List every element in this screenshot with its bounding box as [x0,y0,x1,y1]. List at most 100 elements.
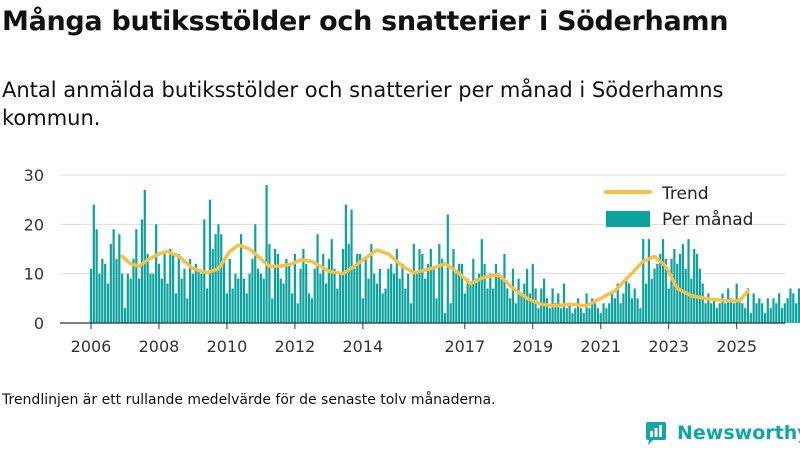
x-tick-label: 2008 [139,337,180,356]
bar [576,298,580,323]
bar [625,278,628,323]
bar [206,288,209,323]
bar [783,303,786,323]
bar [313,268,316,323]
bar [472,258,475,323]
brand-name: Newsworthy [677,422,800,444]
bar [559,308,563,323]
bar [279,278,282,323]
bar [104,263,107,323]
bar [438,244,441,323]
bar [778,293,781,323]
bar [681,244,684,323]
bar [384,288,387,323]
bar [92,204,95,323]
bar [177,253,180,323]
bar [568,303,571,323]
bar [140,219,144,323]
bar [155,224,158,323]
bar [358,253,362,323]
bar [285,258,288,323]
bar [712,298,716,323]
bar [415,273,418,323]
y-axis: 0 10 20 30 [24,166,44,333]
bar [217,224,220,323]
bar [749,313,752,323]
bar [129,278,132,323]
bar [780,308,784,323]
bar [727,288,730,323]
bar [401,263,404,323]
brand-logo: Newsworthy [643,419,800,447]
bar [602,303,605,323]
bar [653,268,656,323]
bar [517,278,520,323]
bar [792,293,795,323]
bar [398,278,401,323]
bar [746,288,750,323]
bar [676,263,679,323]
bar [378,268,381,323]
bar [715,308,718,323]
bar [449,303,452,323]
trend [120,243,750,308]
bar [492,288,495,323]
bar [112,229,115,323]
bar [761,303,764,323]
bar [367,278,370,323]
bar [381,293,384,323]
bar [710,303,713,323]
bar [336,288,339,323]
bar [395,249,398,323]
bar [509,298,512,323]
bar [707,293,710,323]
bar [271,298,274,323]
bar [169,249,172,323]
bar [475,278,478,323]
bar [426,263,430,323]
bar [497,273,500,323]
bar [477,273,481,323]
bar [537,308,540,323]
bar [735,283,738,323]
bar [353,268,356,323]
x-tick-label: 2014 [343,337,384,356]
bar [786,298,789,323]
bar [630,298,633,323]
bar [613,298,617,323]
bar [259,273,263,323]
bar [299,268,302,323]
bar [373,273,376,323]
bar [421,253,424,323]
bar [409,303,413,323]
bar [690,278,693,323]
bar [163,253,166,323]
bar [132,258,135,323]
bar [565,308,568,323]
bar [307,293,311,323]
bar [197,268,200,323]
bar [146,253,149,323]
x-tick-label: 2010 [207,337,248,356]
bar [704,303,707,323]
bar [616,283,619,323]
y-tick-label: 10 [24,265,44,284]
bar [225,293,229,323]
bar [732,303,735,323]
legend-bar-label: Per månad [662,209,753,230]
bar [327,258,330,323]
bar [775,303,778,323]
bar [220,234,223,323]
bar [455,273,458,323]
bar [157,263,161,323]
bar [189,258,192,323]
bar [115,258,118,323]
bar [293,253,296,323]
bar [738,298,741,323]
bar [755,303,758,323]
bar [418,249,421,323]
bar [254,224,257,323]
bar [231,288,234,323]
bar [98,273,101,323]
bar [248,273,251,323]
